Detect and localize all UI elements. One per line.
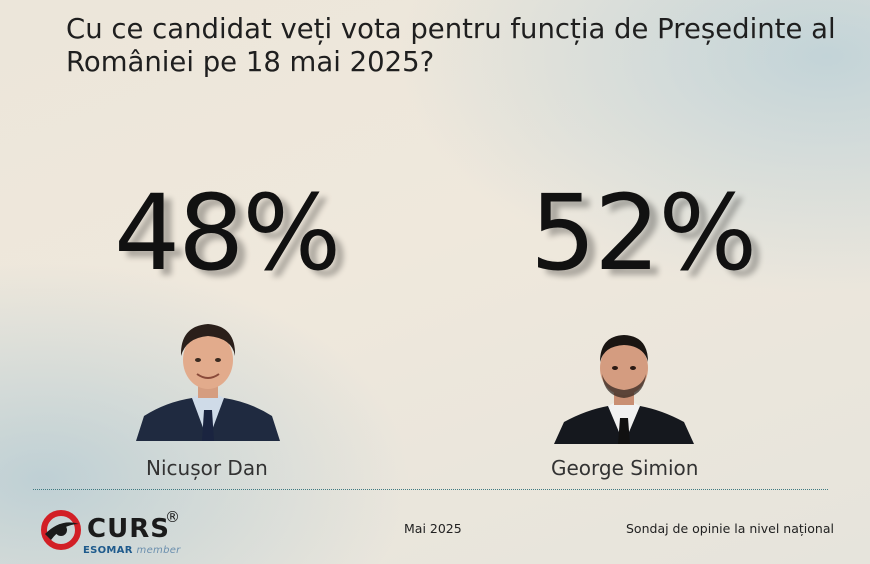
registered-mark: ®	[165, 508, 180, 526]
survey-date: Mai 2025	[404, 521, 462, 536]
survey-note: Sondaj de opinie la nivel național	[626, 521, 834, 536]
esomar-label: ESOMAR member	[83, 545, 181, 556]
candidate-name-simion: George Simion	[551, 456, 699, 480]
candidate-name-dan: Nicușor Dan	[146, 456, 268, 480]
poll-question: Cu ce candidat veți vota pentru funcția …	[66, 13, 836, 78]
curs-logo: CURS ® ESOMAR member	[41, 508, 191, 560]
candidate-percent-dan: 48%	[114, 172, 341, 294]
curs-logo-icon	[41, 510, 81, 550]
curs-brand: CURS	[87, 514, 170, 544]
candidate-photo-dan	[136, 318, 280, 441]
candidate-photo-simion	[554, 330, 694, 444]
candidate-percent-simion: 52%	[530, 172, 757, 294]
esomar-member: member	[136, 545, 181, 556]
footer-divider	[33, 489, 828, 490]
